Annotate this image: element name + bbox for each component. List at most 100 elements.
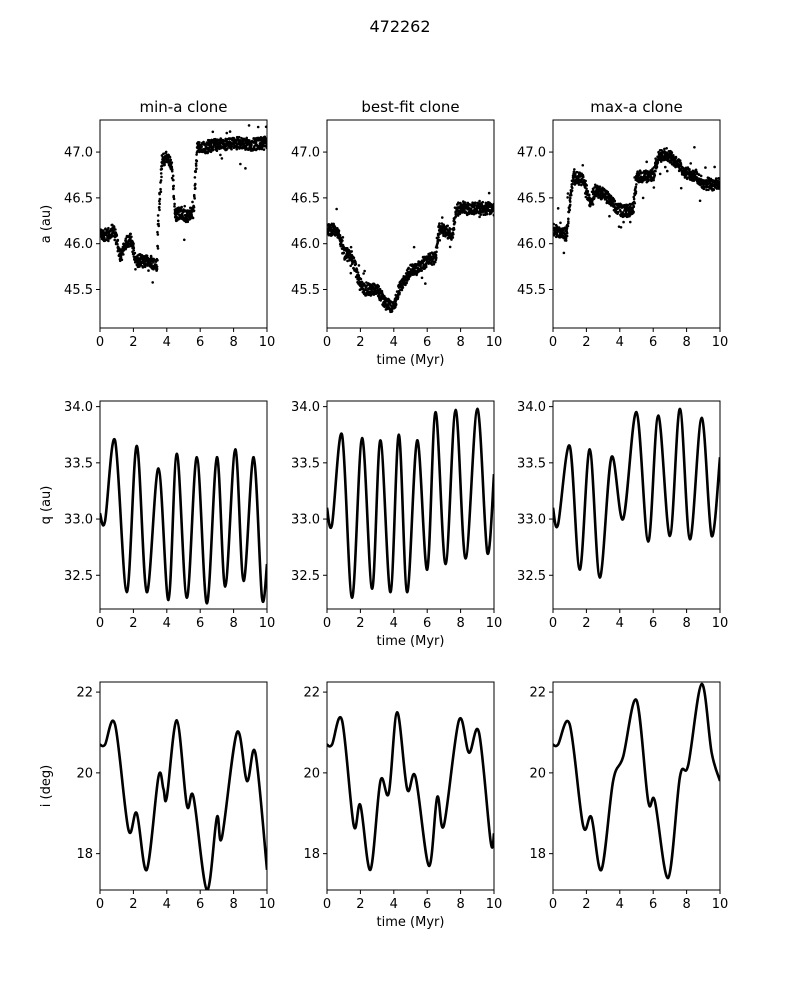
data-point xyxy=(572,170,576,174)
data-point xyxy=(150,262,153,266)
data-point xyxy=(371,285,375,289)
x-tick-label: 6 xyxy=(423,335,431,350)
y-tick-label: 46.5 xyxy=(291,191,320,206)
data-point xyxy=(566,224,570,228)
y-tick-label: 47.0 xyxy=(64,146,93,161)
data-point xyxy=(679,162,683,166)
x-tick-label: 8 xyxy=(229,897,237,912)
data-point xyxy=(576,170,579,174)
data-point xyxy=(356,271,360,274)
data-point xyxy=(107,226,110,230)
data-point xyxy=(553,233,556,237)
data-point xyxy=(357,274,361,278)
data-point xyxy=(338,234,342,237)
data-point xyxy=(219,153,222,157)
data-point xyxy=(175,212,179,216)
data-point xyxy=(433,260,437,264)
data-point xyxy=(386,304,390,307)
x-tick-label: 10 xyxy=(486,616,503,631)
x-tick-label: 6 xyxy=(649,897,657,912)
y-tick-label: 22 xyxy=(76,686,93,701)
data-point xyxy=(585,184,589,187)
data-point xyxy=(637,176,641,180)
data-point xyxy=(613,199,617,203)
subplot-0-0: 0 2 4 6 8 10 45.5 46.0 46.5 47.0 min-a clone a (au) xyxy=(39,98,275,350)
subplot-2-0: 0 2 4 6 8 10 18 20 22 i (deg) xyxy=(39,681,275,912)
data-point xyxy=(591,203,595,206)
data-point xyxy=(598,185,602,188)
data-point xyxy=(226,147,229,150)
data-point xyxy=(689,162,693,165)
data-point xyxy=(634,185,638,189)
data-point xyxy=(566,196,569,199)
data-point xyxy=(180,205,183,209)
x-tick-label: 4 xyxy=(390,335,398,350)
data-point xyxy=(168,155,172,159)
data-point xyxy=(349,271,353,275)
data-point xyxy=(127,245,131,248)
data-point xyxy=(172,184,175,188)
x-tick-label: 8 xyxy=(229,335,237,350)
data-point xyxy=(194,164,198,167)
data-point xyxy=(160,175,163,179)
x-tick-label: 0 xyxy=(549,335,557,350)
data-point xyxy=(405,281,408,285)
series-line xyxy=(327,710,494,872)
data-point xyxy=(339,244,343,248)
plot-area xyxy=(100,719,267,890)
data-point xyxy=(571,182,574,186)
plot-area xyxy=(100,438,267,605)
data-point xyxy=(438,232,441,236)
data-point xyxy=(198,141,201,144)
data-point xyxy=(225,131,229,135)
data-point xyxy=(171,174,175,178)
data-point xyxy=(173,205,176,208)
subplot-0-1: 0 2 4 6 8 10 45.5 46.0 46.5 47.0 best-fit clone tim… xyxy=(291,98,502,368)
data-point xyxy=(448,245,452,249)
data-point xyxy=(111,223,114,227)
data-point xyxy=(616,210,620,214)
x-tick-label: 4 xyxy=(390,897,398,912)
data-point xyxy=(150,255,153,259)
y-tick-label: 46.0 xyxy=(64,237,93,252)
data-point xyxy=(556,207,560,210)
data-point xyxy=(446,224,450,228)
data-point xyxy=(709,177,713,181)
subplot-1-1: 0 2 4 6 8 10 32.5 33.0 33.5 34.0 time (Myr) xyxy=(291,400,502,649)
y-tick-label: 46.5 xyxy=(517,191,546,206)
data-point xyxy=(236,143,239,146)
y-tick-label: 34.0 xyxy=(517,400,546,415)
data-point xyxy=(398,291,401,295)
subplot-1-2: 0 2 4 6 8 10 32.5 33.0 33.5 34.0 xyxy=(517,400,728,631)
subplot-title: best-fit clone xyxy=(361,98,459,116)
data-point xyxy=(357,264,361,267)
data-point xyxy=(157,205,161,209)
data-point xyxy=(559,221,562,225)
x-tick-label: 2 xyxy=(582,616,590,631)
data-point xyxy=(568,203,572,207)
data-point xyxy=(654,169,657,173)
data-point xyxy=(699,174,703,178)
data-point xyxy=(172,187,175,191)
data-point xyxy=(131,245,135,249)
data-point xyxy=(244,167,247,170)
data-point xyxy=(113,238,117,242)
data-point xyxy=(565,234,569,238)
data-point xyxy=(349,264,353,268)
data-point xyxy=(380,289,384,293)
plot-area xyxy=(327,710,494,872)
subplot-2-1: 0 2 4 6 8 10 18 20 22 time (Myr) xyxy=(303,681,502,930)
data-point xyxy=(341,236,345,239)
subplot-title: max-a clone xyxy=(590,98,682,116)
data-point xyxy=(262,148,266,151)
data-point xyxy=(481,200,485,204)
data-point xyxy=(606,190,610,194)
data-point xyxy=(565,231,569,235)
data-point xyxy=(451,236,455,239)
x-tick-label: 6 xyxy=(196,616,204,631)
data-point xyxy=(622,220,625,224)
data-point xyxy=(245,136,248,140)
y-tick-label: 46.0 xyxy=(291,237,320,252)
data-point xyxy=(621,211,625,214)
data-point xyxy=(665,169,669,173)
